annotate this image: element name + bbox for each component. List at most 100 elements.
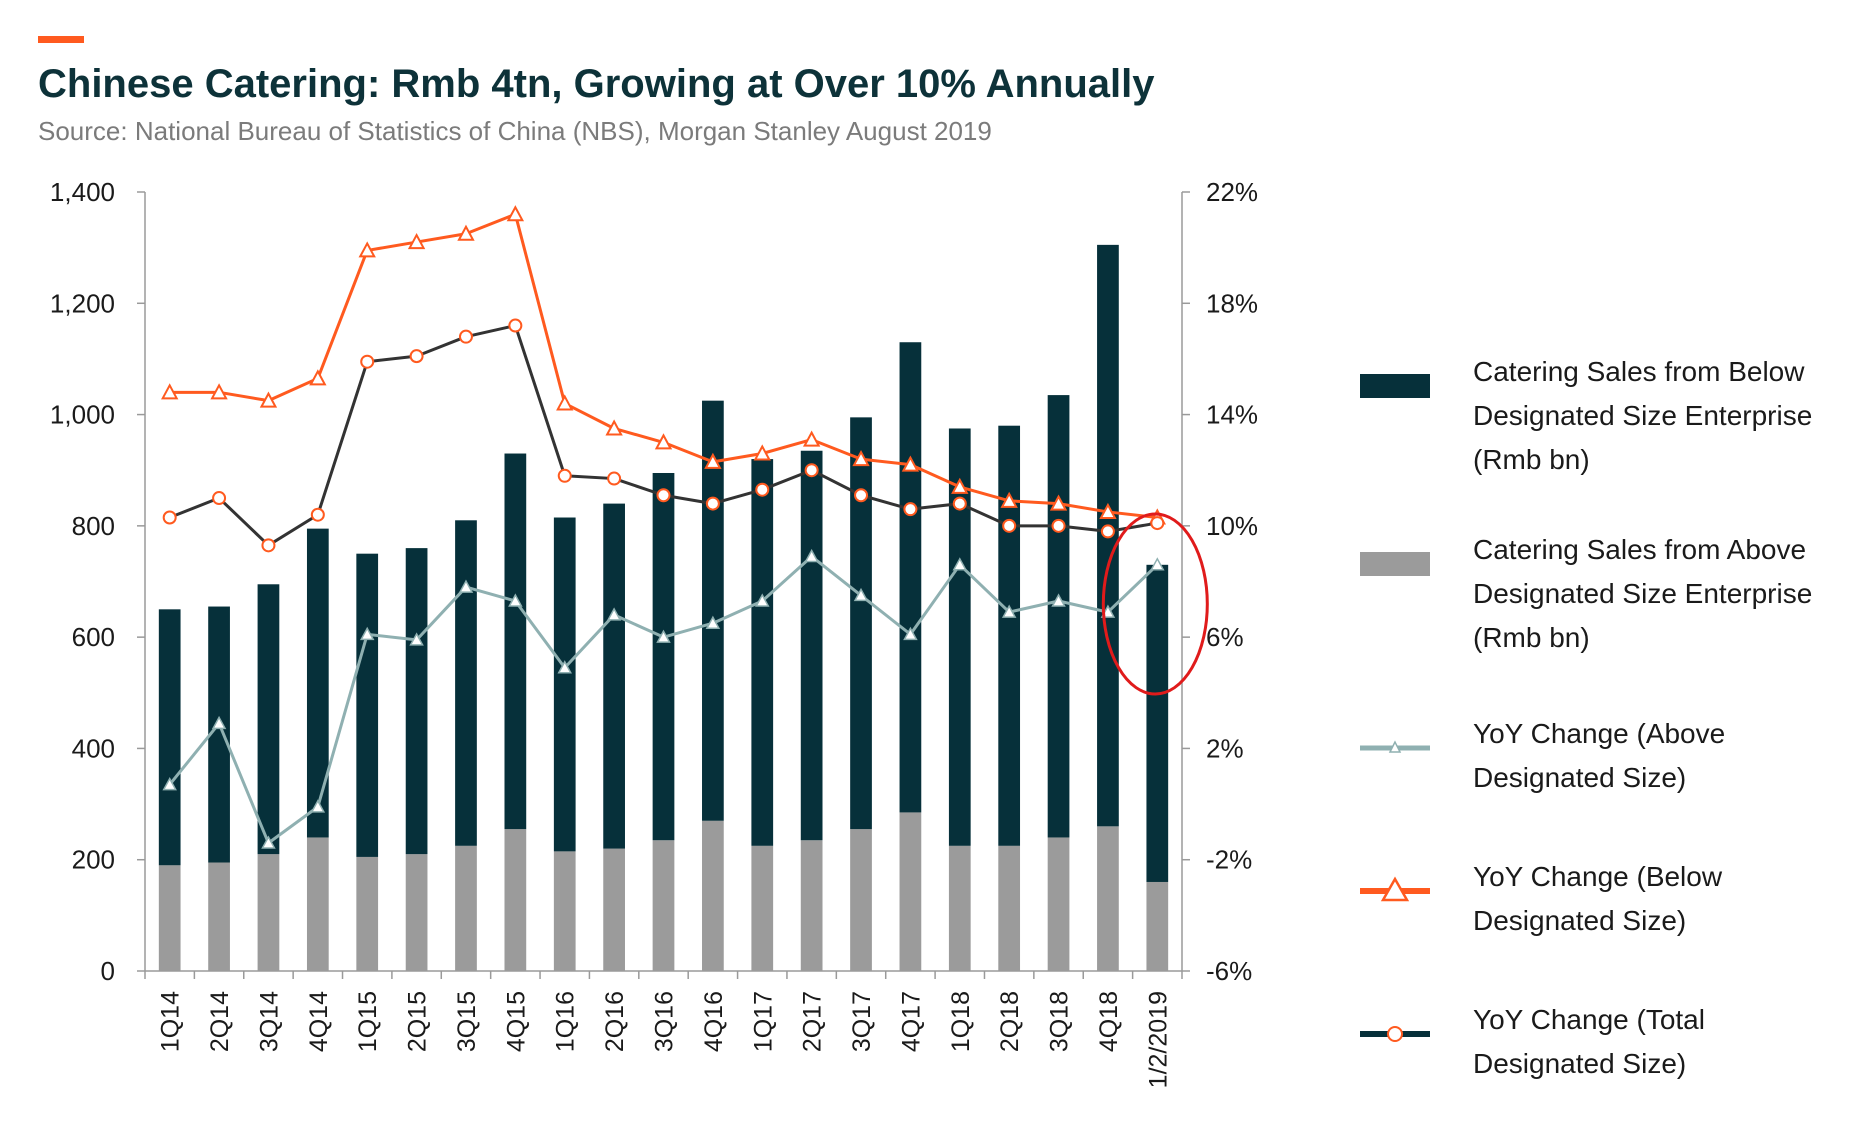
yoy-total-point bbox=[854, 488, 869, 503]
yoy-total-point bbox=[508, 318, 523, 333]
bar-above-designated bbox=[652, 840, 675, 971]
bar-below-designated bbox=[306, 528, 329, 838]
bar-above-designated bbox=[455, 845, 477, 971]
yoy-above-point bbox=[754, 593, 770, 607]
yoy-above-point bbox=[508, 593, 523, 607]
yoy-above-point bbox=[310, 799, 326, 813]
yoy-total-point bbox=[1100, 524, 1115, 539]
bar-above-designated bbox=[751, 845, 774, 971]
x-tick-label: 4Q18 bbox=[1095, 991, 1123, 1052]
yoy-above-point bbox=[952, 557, 968, 571]
bar-below-designated bbox=[850, 417, 872, 830]
bar-above-designated bbox=[603, 848, 625, 971]
y-right-tick-label: -6% bbox=[1206, 956, 1252, 986]
y-left-tick-label: 1,400 bbox=[50, 177, 115, 207]
yoy-above-point bbox=[1150, 557, 1165, 571]
yoy-below-point bbox=[457, 224, 475, 241]
yoy-total-point bbox=[952, 496, 967, 511]
x-tick-label: 2Q17 bbox=[799, 991, 827, 1052]
yoy-above-point bbox=[1001, 604, 1017, 618]
chart-subtitle: Source: National Bureau of Statistics of… bbox=[38, 116, 992, 146]
yoy-below-point bbox=[852, 449, 870, 467]
legend-swatch bbox=[1360, 552, 1430, 576]
yoy-total-point bbox=[656, 488, 671, 503]
y-left-tick-label: 0 bbox=[101, 956, 115, 986]
bar-below-designated bbox=[948, 428, 971, 846]
yoy-total-point bbox=[458, 329, 473, 344]
y-right-tick-label: 10% bbox=[1206, 511, 1258, 541]
bar-above-designated bbox=[158, 865, 181, 971]
yoy-below-point bbox=[901, 455, 920, 472]
legend-swatch bbox=[1360, 1026, 1430, 1042]
x-tick-label: 1Q14 bbox=[157, 991, 185, 1052]
yoy-above-point bbox=[903, 626, 918, 641]
legend-circle-marker bbox=[1387, 1026, 1403, 1042]
yoy-total-point bbox=[903, 502, 918, 517]
bar-above-designated bbox=[1047, 837, 1070, 971]
y-left-tick-label: 1,200 bbox=[50, 288, 115, 318]
y-right-tick-label: -2% bbox=[1206, 845, 1252, 875]
bar-below-designated bbox=[800, 450, 823, 841]
y-right-tick-label: 22% bbox=[1206, 177, 1258, 207]
yoy-total-point bbox=[755, 482, 770, 497]
bar-above-designated bbox=[504, 829, 527, 971]
yoy-below-point bbox=[210, 383, 228, 400]
yoy-total-point bbox=[162, 510, 177, 525]
accent-bar bbox=[38, 36, 84, 43]
x-tick-label: 1Q15 bbox=[354, 991, 382, 1052]
y-left-tick-label: 200 bbox=[72, 845, 115, 875]
yoy-below-point bbox=[605, 419, 623, 436]
bar-below-designated bbox=[208, 606, 230, 863]
bar-below-designated bbox=[899, 342, 922, 813]
yoy-total-point bbox=[1051, 518, 1066, 533]
bar-above-designated bbox=[306, 837, 329, 971]
x-tick-label: 4Q14 bbox=[305, 991, 333, 1052]
yoy-below-point bbox=[1099, 502, 1117, 519]
bar-below-designated bbox=[257, 584, 280, 855]
yoy-total-point bbox=[705, 496, 720, 511]
x-tick-label: 1Q18 bbox=[947, 991, 975, 1052]
bar-below-designated bbox=[405, 548, 428, 855]
y-left-tick-label: 1,000 bbox=[50, 400, 115, 430]
legend-swatch bbox=[1360, 740, 1430, 753]
legend-swatch bbox=[1360, 374, 1430, 398]
x-tick-label: 1Q17 bbox=[749, 991, 777, 1052]
yoy-total-point bbox=[212, 491, 227, 506]
legend-swatch bbox=[1360, 876, 1430, 902]
yoy-above-point bbox=[853, 587, 869, 602]
bar-above-designated bbox=[1146, 881, 1169, 971]
yoy-above-point bbox=[557, 660, 573, 674]
bar-above-designated bbox=[948, 845, 971, 971]
bar-below-designated bbox=[751, 459, 774, 846]
legend-label: Catering Sales from Below Designated Siz… bbox=[1473, 356, 1813, 475]
bar-above-designated bbox=[850, 829, 872, 971]
x-tick-label: 3Q16 bbox=[651, 991, 679, 1052]
yoy-below-point bbox=[556, 394, 574, 411]
bar-below-designated bbox=[158, 609, 181, 866]
chart-title: Chinese Catering: Rmb 4tn, Growing at Ov… bbox=[38, 62, 1155, 106]
bar-below-designated bbox=[652, 472, 675, 841]
x-tick-label: 4Q16 bbox=[700, 991, 728, 1052]
yoy-below-point bbox=[951, 477, 969, 494]
yoy-below-point bbox=[358, 241, 376, 258]
yoy-above-point bbox=[211, 715, 227, 730]
x-tick-label: 4Q17 bbox=[897, 991, 925, 1052]
yoy-above-point bbox=[359, 626, 375, 641]
yoy-below-point bbox=[802, 430, 821, 447]
bar-below-designated bbox=[1047, 395, 1070, 838]
bar-above-designated bbox=[998, 845, 1021, 971]
x-tick-label: 2Q16 bbox=[601, 991, 629, 1052]
legend-label: Catering Sales from Above Designated Siz… bbox=[1473, 534, 1813, 653]
bar-above-designated bbox=[800, 840, 823, 971]
x-tick-label: 2Q14 bbox=[206, 991, 234, 1052]
yoy-above-point bbox=[409, 632, 424, 646]
yoy-below-point bbox=[161, 383, 179, 400]
yoy-above-point bbox=[1051, 593, 1066, 607]
yoy-below-point bbox=[309, 369, 327, 386]
yoy-above-point bbox=[162, 777, 177, 791]
yoy-total-point bbox=[310, 507, 325, 522]
yoy-total-point bbox=[360, 354, 375, 369]
yoy-total-point bbox=[1150, 516, 1165, 531]
x-tick-label: 3Q14 bbox=[255, 991, 283, 1052]
